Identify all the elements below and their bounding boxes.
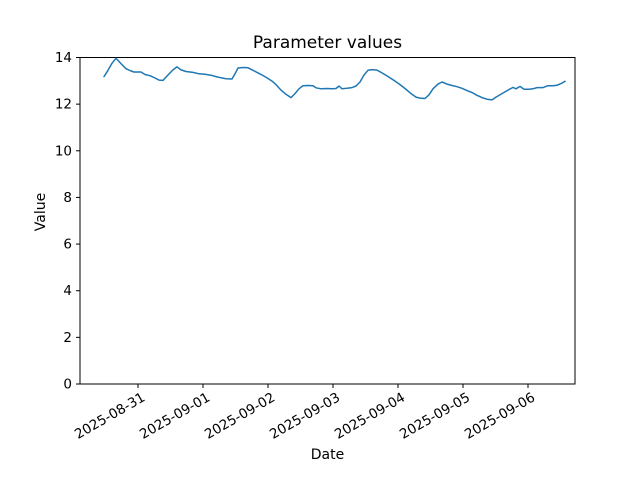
x-tick-label: 2025-08-31 bbox=[72, 390, 148, 443]
y-tick-label: 8 bbox=[63, 190, 72, 206]
y-tick-label: 12 bbox=[55, 97, 72, 113]
chart-title: Parameter values bbox=[252, 33, 403, 53]
x-tick-label: 2025-09-04 bbox=[332, 390, 408, 443]
x-tick-label: 2025-09-03 bbox=[267, 390, 343, 443]
x-tick-label: 2025-09-02 bbox=[202, 390, 278, 443]
x-tick-label: 2025-09-06 bbox=[462, 390, 538, 443]
x-tick-label: 2025-09-01 bbox=[137, 390, 213, 443]
y-tick-label: 14 bbox=[55, 50, 72, 66]
x-tick-label: 2025-09-05 bbox=[397, 390, 473, 443]
y-tick-label: 6 bbox=[63, 237, 72, 253]
x-axis-label: Date bbox=[310, 447, 345, 463]
y-tick-label: 0 bbox=[63, 377, 72, 393]
data-line bbox=[103, 57, 566, 101]
plot-border bbox=[79, 57, 576, 385]
y-tick-label: 4 bbox=[63, 283, 72, 299]
y-tick-label: 2 bbox=[63, 330, 72, 346]
y-tick-label: 10 bbox=[55, 143, 72, 159]
